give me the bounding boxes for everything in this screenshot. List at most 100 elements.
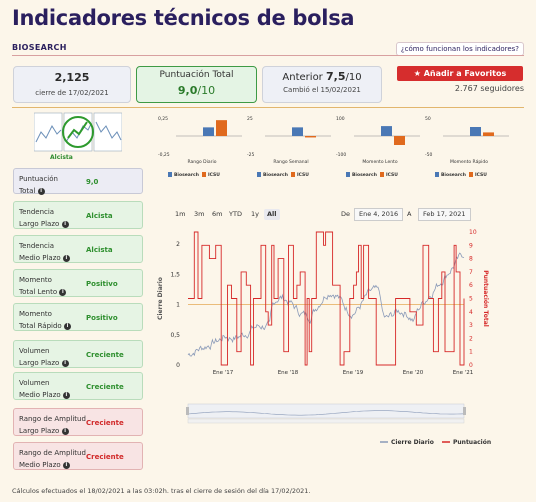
page-title: Indicadores técnicos de bolsa (12, 6, 355, 30)
price-date: cierre de 17/02/2021 (35, 89, 109, 97)
legend-swatch (257, 172, 261, 177)
price-card: 2,125 cierre de 17/02/2021 (13, 66, 131, 103)
indicator-value: 9,0 (86, 178, 99, 186)
range-button-1m[interactable]: 1m (175, 210, 186, 218)
y-right-tick: 7 (469, 269, 473, 276)
range-button-1y[interactable]: 1y (251, 210, 259, 218)
x-tick: Ene '18 (278, 370, 299, 376)
range-button-ytd[interactable]: YTD (229, 210, 242, 218)
range-button-6m[interactable]: 6m (212, 210, 223, 218)
indicator-1[interactable]: Tendencia Largo Plazo i Alcista (13, 201, 143, 229)
indicator-6[interactable]: Volumen Medio Plazo i Creciente (13, 372, 143, 400)
to-date-input[interactable]: Feb 17, 2021 (418, 208, 471, 221)
legend-label: ICSU (386, 172, 398, 178)
range-button-3m[interactable]: 3m (194, 210, 205, 218)
header-divider (12, 55, 524, 56)
legend-label: Biosearch (441, 172, 466, 178)
trend-thumbnail-icon (34, 112, 122, 152)
indicator-2[interactable]: Tendencia Medio Plazo i Alcista (13, 235, 143, 263)
range-button-all[interactable]: All (264, 209, 280, 220)
indicator-0[interactable]: Puntuación Total i 9,0 (13, 168, 143, 197)
legend-swatch (346, 172, 350, 177)
legend-label: Biosearch (263, 172, 288, 178)
bar (394, 136, 405, 145)
tick-label: -25 (247, 152, 254, 158)
how-indicators-work-link[interactable]: ¿cómo funcionan los indicadores? (395, 42, 524, 56)
indicator-3[interactable]: Momento Total Lento i Positivo (13, 269, 143, 297)
legend-label: ICSU (475, 172, 487, 178)
y-right-tick: 2 (469, 335, 473, 342)
info-icon[interactable]: i (61, 359, 69, 367)
tick-label: -0,25 (158, 152, 170, 158)
y-right-tick: 5 (469, 296, 473, 303)
y-left-title: Cierre Diario (157, 277, 164, 320)
indicator-name-line1: Rango de Amplitud (19, 449, 86, 457)
category-label: Momento Rápido (450, 158, 488, 165)
indicator-name: Tendencia Largo Plazo i (19, 206, 69, 230)
indicator-7[interactable]: Rango de Amplitud Largo Plazo i Creciente (13, 408, 143, 436)
indicator-value: Alcista (86, 212, 113, 220)
info-icon[interactable]: i (62, 391, 70, 399)
tick-label: -50 (425, 152, 432, 158)
legend-label: Biosearch (352, 172, 377, 178)
indicator-name-line2: Medio Plazo (19, 391, 61, 399)
info-icon[interactable]: i (59, 288, 67, 296)
to-label: A (407, 210, 412, 218)
indicator-name-line2: Total (19, 187, 36, 195)
y-left-tick: 2 (176, 241, 180, 248)
y-left-tick: 1 (176, 302, 180, 309)
star-icon: ★ (413, 69, 421, 78)
legend-swatch (469, 172, 473, 177)
indicator-bar-charts: 0,25 -0,25 Rango Diario Biosearch ICSU 25 -25 R… (158, 116, 509, 178)
category-label: Momento Lento (362, 159, 397, 165)
info-icon[interactable]: i (61, 220, 69, 228)
info-icon[interactable]: i (37, 187, 45, 195)
indicator-4[interactable]: Momento Total Rápido i Positivo (13, 303, 143, 331)
indicator-name-line2: Total Lento (19, 288, 58, 296)
indicator-name-line1: Tendencia (19, 242, 55, 250)
y-left-tick: 1,5 (170, 271, 180, 278)
legend-label: Biosearch (174, 172, 199, 178)
bar (470, 127, 481, 136)
navigator-line (187, 410, 465, 416)
indicator-name-line2: Largo Plazo (19, 220, 60, 228)
bar (483, 132, 494, 136)
score-label: Puntuación Total (159, 70, 234, 80)
indicator-name: Rango de Amplitud Largo Plazo i (19, 413, 86, 437)
from-label: De (341, 210, 351, 218)
legend-swatch (202, 172, 206, 177)
indicator-name: Volumen Medio Plazo i (19, 377, 70, 401)
y-right-title: Puntuación Total (482, 270, 489, 327)
score-max: /10 (197, 84, 216, 97)
indicator-name: Puntuación Total i (19, 173, 58, 197)
indicator-5[interactable]: Volumen Largo Plazo i Creciente (13, 340, 143, 368)
indicator-name-line1: Volumen (19, 347, 50, 355)
indicator-name-line1: Momento (19, 310, 52, 318)
navigator-track (187, 403, 465, 419)
add-favorites-button[interactable]: ★ Añadir a Favoritos (397, 66, 523, 81)
legend-label: Puntuación (453, 439, 491, 446)
score-card: Puntuación Total 9,0/10 (136, 66, 257, 103)
info-icon[interactable]: i (62, 254, 70, 262)
y-right-tick: 1 (469, 349, 473, 356)
indicator-name-line2: Total Rápido (19, 322, 62, 330)
indicator-name: Rango de Amplitud Medio Plazo i (19, 447, 86, 471)
tick-label: 50 (425, 116, 431, 122)
from-date-input[interactable]: Ene 4, 2016 (354, 208, 404, 221)
info-icon[interactable]: i (61, 427, 69, 435)
y-left-tick: 0,5 (170, 332, 180, 339)
indicator-name-line1: Tendencia (19, 208, 55, 216)
previous-value: 7,5 (325, 70, 346, 83)
y-right-tick: 9 (469, 242, 473, 249)
legend-label: ICSU (297, 172, 309, 178)
trend-label: Alcista (50, 154, 73, 161)
indicator-name-line1: Momento (19, 276, 52, 284)
indicator-name-line2: Medio Plazo (19, 254, 61, 262)
indicator-8[interactable]: Rango de Amplitud Medio Plazo i Creciente (13, 442, 143, 470)
price-score-chart[interactable]: 0 0,5 1 1,5 2 0 1 2 3 4 5 6 7 8 9 10 Cierre Diario Puntua… (148, 222, 528, 452)
info-icon[interactable]: i (63, 322, 71, 330)
score-series-line (188, 231, 465, 366)
footnote: Cálculos efectuados el 18/02/2021 a las … (12, 487, 311, 495)
info-icon[interactable]: i (62, 461, 70, 469)
bar (305, 136, 316, 138)
